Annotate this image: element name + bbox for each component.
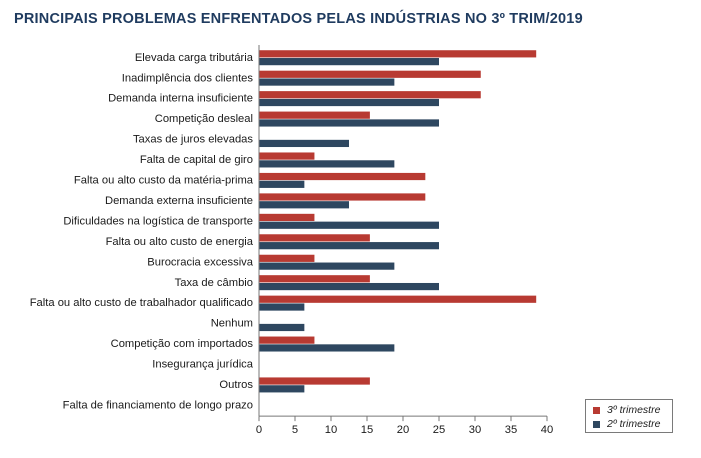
legend-label-series-2: 2º trimestre: [607, 418, 661, 430]
bar-series-2: [259, 139, 349, 148]
category-label: Taxa de câmbio: [175, 277, 253, 289]
category-label: Inadimplência dos clientes: [122, 72, 254, 84]
category-label: Falta ou alto custo de trabalhador quali…: [30, 297, 253, 309]
legend-item-series-2: 2º trimestre: [593, 417, 672, 431]
category-label: Falta de financiamento de longo prazo: [63, 399, 253, 411]
x-tick-label: 35: [505, 424, 517, 436]
chart-title: PRINCIPAIS PROBLEMAS ENFRENTADOS PELAS I…: [14, 11, 583, 27]
x-tick-label: 40: [541, 424, 553, 436]
bar-series-1: [259, 70, 481, 78]
bar-series-1: [259, 254, 315, 262]
bar-series-2: [259, 282, 439, 291]
legend-swatch-series-2: [593, 420, 600, 428]
bars-group: [259, 50, 537, 393]
category-label: Burocracia excessiva: [147, 256, 253, 268]
x-tick-label: 5: [292, 424, 298, 436]
bar-series-2: [259, 119, 439, 127]
category-label: Demanda interna insuficiente: [108, 93, 253, 105]
bar-series-2: [259, 344, 395, 352]
bar-series-1: [259, 275, 370, 283]
bar-series-1: [259, 193, 426, 201]
bar-series-1: [259, 213, 315, 222]
x-tick-label: 15: [361, 424, 373, 436]
category-label: Outros: [219, 379, 253, 391]
bar-series-2: [259, 242, 439, 250]
legend-label-series-1: 3º trimestre: [607, 404, 661, 416]
category-label: Competição com importados: [111, 338, 254, 350]
x-tick-label: 20: [397, 424, 409, 436]
bar-series-1: [259, 172, 426, 181]
category-label: Falta ou alto custo de energia: [106, 236, 254, 248]
bar-series-1: [259, 377, 370, 385]
x-tick-label: 0: [256, 424, 262, 436]
bar-series-1: [259, 111, 370, 119]
category-label: Nenhum: [211, 318, 253, 330]
x-tick-label: 25: [433, 424, 445, 436]
bar-series-1: [259, 91, 481, 99]
bar-series-1: [259, 336, 315, 344]
category-label: Dificuldades na logística de transporte: [63, 215, 253, 227]
category-label: Falta ou alto custo da matéria-prima: [74, 175, 254, 187]
category-label: Demanda externa insuficiente: [105, 195, 253, 207]
bar-series-1: [259, 234, 370, 242]
x-axis: 0 5 10 15 20 25 30 35 40: [256, 415, 553, 436]
bar-series-1: [259, 152, 315, 160]
category-label: Falta de capital de giro: [140, 154, 253, 166]
bar-series-2: [259, 58, 439, 66]
bar-series-2: [259, 323, 305, 332]
bar-series-2: [259, 160, 395, 168]
x-tick-label: 10: [325, 424, 337, 436]
bar-series-2: [259, 262, 395, 270]
bar-series-2: [259, 303, 305, 311]
legend-item-series-1: 3º trimestre: [593, 403, 672, 417]
legend: 3º trimestre 2º trimestre: [585, 399, 673, 433]
category-label: Insegurança jurídica: [152, 359, 254, 371]
bar-series-2: [259, 78, 395, 86]
legend-swatch-series-1: [593, 406, 600, 414]
category-labels: Elevada carga tributária Inadimplência do…: [30, 52, 254, 412]
bar-series-2: [259, 385, 305, 393]
x-tick-label: 30: [469, 424, 481, 436]
bar-series-2: [259, 221, 439, 229]
category-label: Competição desleal: [155, 113, 253, 125]
category-label: Taxas de juros elevadas: [133, 134, 253, 146]
bar-series-1: [259, 295, 537, 303]
bar-series-1: [259, 50, 537, 58]
bar-series-2: [259, 98, 439, 107]
bar-series-2: [259, 201, 349, 209]
category-label: Elevada carga tributária: [135, 52, 254, 64]
bar-series-2: [259, 180, 305, 188]
